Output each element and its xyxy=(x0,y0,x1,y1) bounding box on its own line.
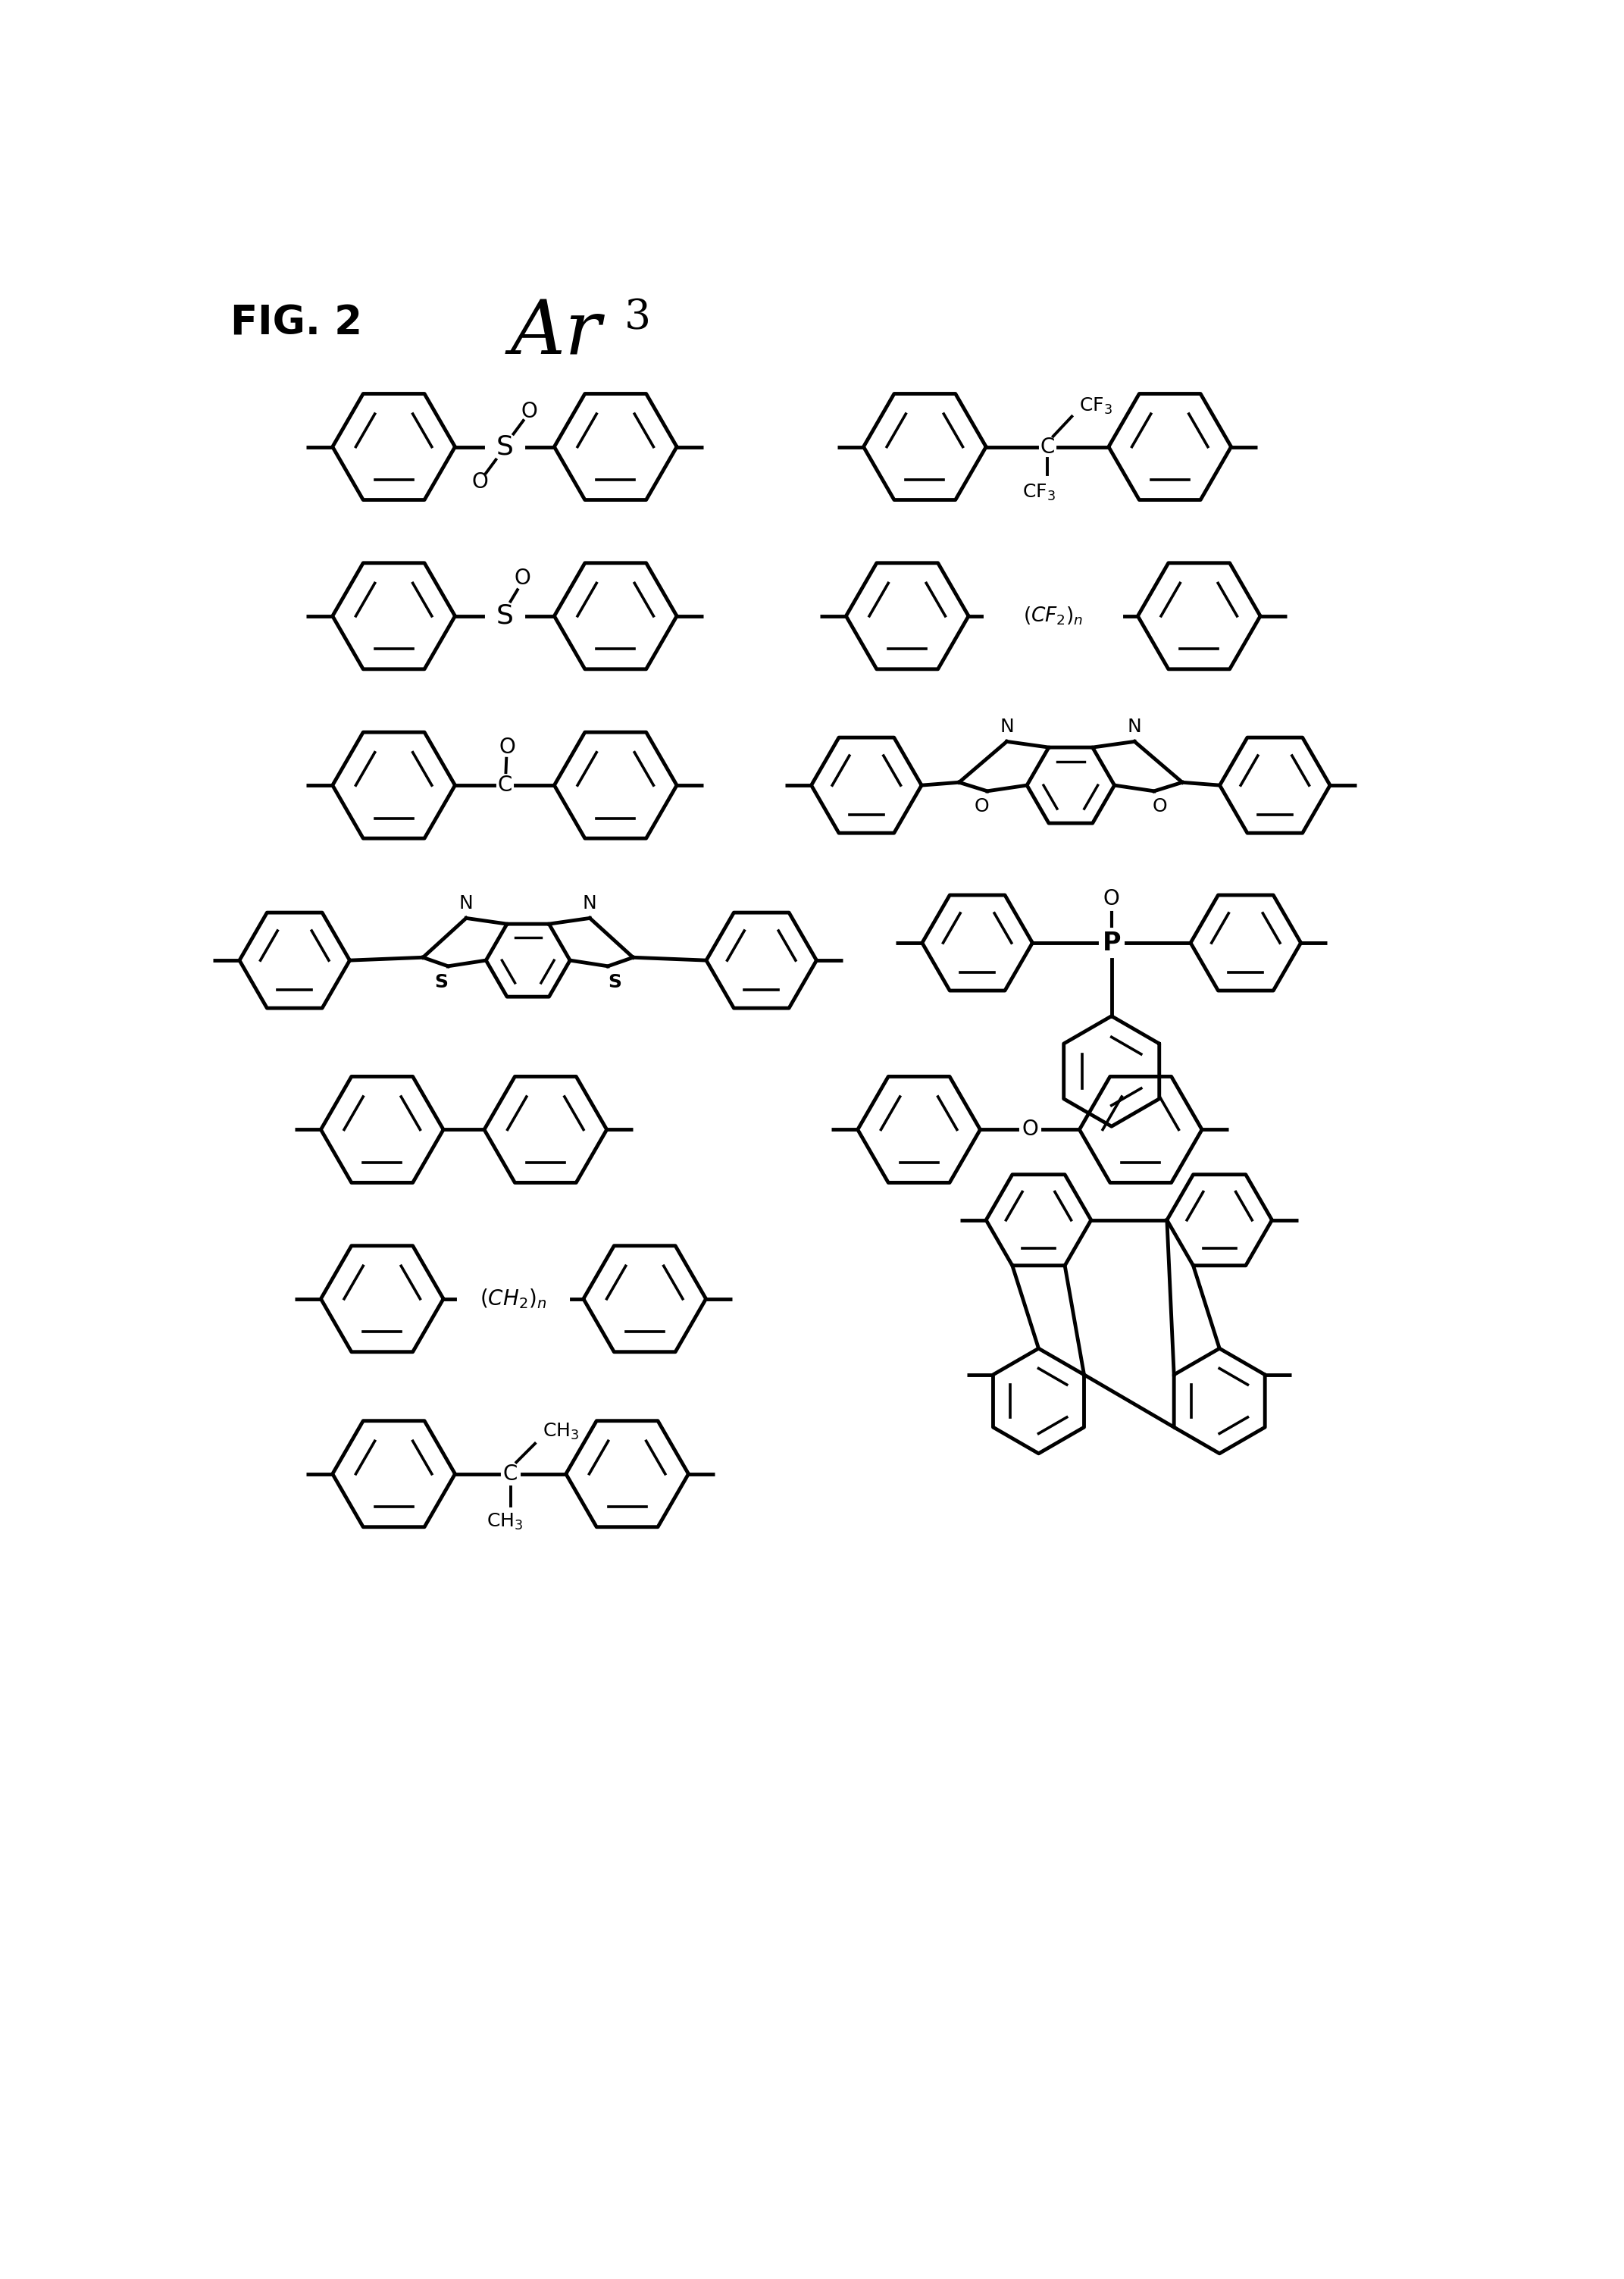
Text: CF$_3$: CF$_3$ xyxy=(1080,397,1112,415)
Text: $(CF_2)_n$: $(CF_2)_n$ xyxy=(1023,606,1083,627)
Text: Ar: Ar xyxy=(510,299,601,369)
Text: CH$_3$: CH$_3$ xyxy=(486,1511,523,1531)
Text: P: P xyxy=(1103,930,1121,955)
Text: 3: 3 xyxy=(624,299,651,337)
Text: O: O xyxy=(1153,798,1168,816)
Text: C: C xyxy=(497,775,512,795)
Text: N: N xyxy=(583,893,598,912)
Text: CF$_3$: CF$_3$ xyxy=(1021,483,1056,501)
Text: O: O xyxy=(1103,889,1121,909)
Text: O: O xyxy=(1021,1119,1038,1140)
Text: O: O xyxy=(499,736,516,759)
Text: N: N xyxy=(1127,718,1142,736)
Text: S: S xyxy=(495,433,513,460)
Text: C: C xyxy=(1039,435,1054,458)
Text: N: N xyxy=(1000,718,1013,736)
Text: O: O xyxy=(473,472,489,492)
Text: $(CH_2)_n$: $(CH_2)_n$ xyxy=(481,1288,547,1310)
Text: S: S xyxy=(434,973,448,991)
Text: O: O xyxy=(513,567,531,588)
Text: CH$_3$: CH$_3$ xyxy=(542,1422,580,1443)
Text: S: S xyxy=(495,604,513,629)
Text: O: O xyxy=(521,401,538,422)
Text: FIG. 2: FIG. 2 xyxy=(231,303,362,344)
Text: O: O xyxy=(974,798,989,816)
Text: N: N xyxy=(460,893,473,912)
Text: S: S xyxy=(607,973,622,991)
Text: C: C xyxy=(503,1463,518,1484)
